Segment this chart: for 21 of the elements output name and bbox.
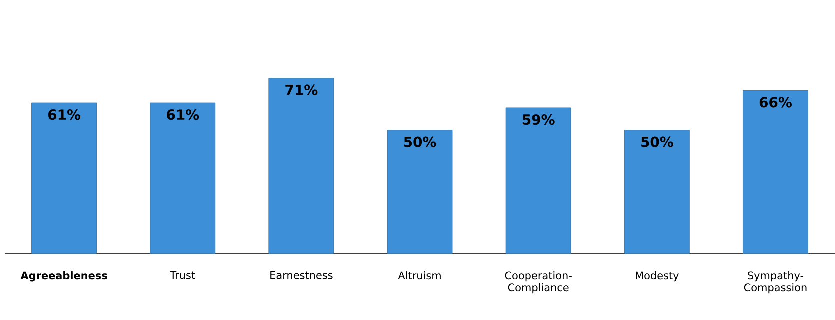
data-label: 61%: [48, 110, 81, 120]
x-tick-label: Altruism: [398, 272, 441, 280]
data-label: 71%: [286, 84, 318, 96]
bar: [387, 130, 453, 254]
bar: [743, 90, 808, 254]
data-label: 66%: [760, 97, 792, 108]
bar: [150, 102, 216, 254]
bar: [268, 78, 334, 254]
x-tick-label: Agreeableness: [20, 272, 108, 282]
data-label: 61%: [167, 110, 200, 120]
x-tick-label: Cooperation-Compliance: [505, 272, 572, 294]
bar: [506, 108, 572, 254]
data-label: 59%: [522, 114, 555, 126]
data-label: 50%: [404, 136, 436, 148]
x-tick-label: Earnestness: [270, 272, 333, 280]
bar: [32, 102, 97, 254]
data-label: 50%: [642, 136, 674, 148]
bar: [624, 130, 690, 254]
x-tick-label: Sympathy-Compassion: [744, 272, 807, 294]
x-tick-label: Trust: [170, 272, 196, 280]
x-tick-label: Modesty: [636, 272, 679, 282]
